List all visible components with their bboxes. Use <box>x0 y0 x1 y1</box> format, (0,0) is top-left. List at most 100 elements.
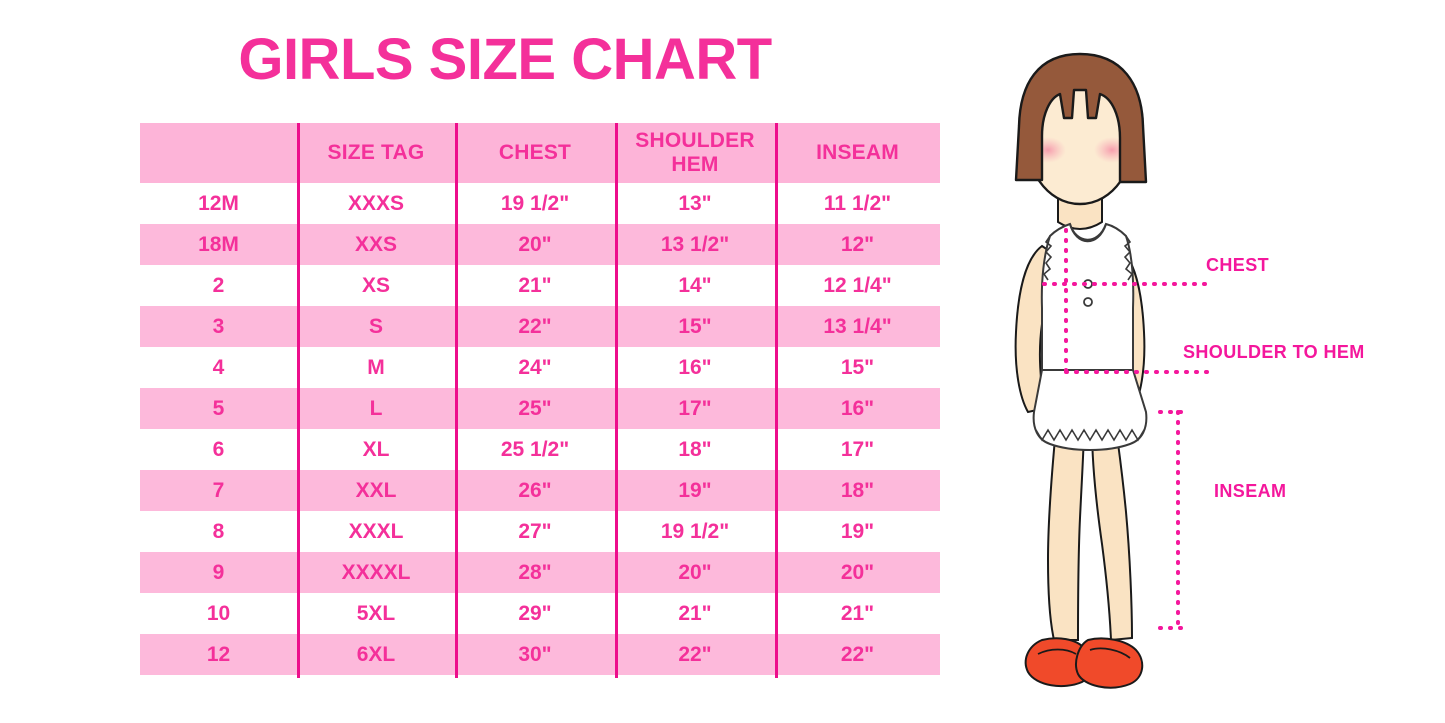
size-chart-table-wrapper: SIZE TAG CHEST SHOULDER HEM INSEAM 12M XX… <box>140 123 940 678</box>
left-shoe-strap <box>1037 648 1077 655</box>
table-cell: 20" <box>775 552 940 593</box>
column-header-chest: CHEST <box>455 123 615 183</box>
table-row: 12M XXXS 19 1/2" 13" 11 1/2" <box>140 183 940 224</box>
column-header-size <box>140 123 297 183</box>
table-cell: 21" <box>615 593 775 634</box>
ruffle-right-armhole <box>1123 235 1134 281</box>
table-row: 12 6XL 30" 22" 22" <box>140 634 940 675</box>
table-cell: XXXXL <box>297 552 455 593</box>
right-shoe <box>1075 637 1144 689</box>
table-cell: 18" <box>615 429 775 470</box>
table-cell: 12 1/4" <box>775 265 940 306</box>
table-row: 2 XS 21" 14" 12 1/4" <box>140 265 940 306</box>
table-cell: XXXL <box>297 511 455 552</box>
table-cell: 6XL <box>297 634 455 675</box>
table-cell: 13" <box>615 183 775 224</box>
table-row: 10 5XL 29" 21" 21" <box>140 593 940 634</box>
table-cell: 12M <box>140 183 297 224</box>
size-chart-table: SIZE TAG CHEST SHOULDER HEM INSEAM 12M XX… <box>140 123 940 675</box>
right-shoe-strap <box>1089 647 1131 659</box>
table-body: 12M XXXS 19 1/2" 13" 11 1/2" 18M XXS 20" 13 1/2"… <box>140 183 940 675</box>
table-cell: 24" <box>455 347 615 388</box>
table-header: SIZE TAG CHEST SHOULDER HEM INSEAM <box>140 123 940 183</box>
table-cell: 15" <box>615 306 775 347</box>
table-cell: 13 1/4" <box>775 306 940 347</box>
table-row: 8 XXXL 27" 19 1/2" 19" <box>140 511 940 552</box>
girl-figure-illustration <box>1014 52 1210 689</box>
table-cell: 17" <box>775 429 940 470</box>
table-cell: 18M <box>140 224 297 265</box>
table-cell: 2 <box>140 265 297 306</box>
table-cell: 16" <box>775 388 940 429</box>
table-cell: 5 <box>140 388 297 429</box>
table-cell: XXXS <box>297 183 455 224</box>
table-cell: L <box>297 388 455 429</box>
table-row: 5 L 25" 17" 16" <box>140 388 940 429</box>
table-cell: 7 <box>140 470 297 511</box>
table-cell: M <box>297 347 455 388</box>
table-cell: 4 <box>140 347 297 388</box>
table-cell: 6 <box>140 429 297 470</box>
table-cell: S <box>297 306 455 347</box>
table-cell: 19 1/2" <box>455 183 615 224</box>
table-cell: 20" <box>615 552 775 593</box>
table-cell: XXS <box>297 224 455 265</box>
ruffle-left-armhole <box>1042 235 1053 281</box>
table-cell: 11 1/2" <box>775 183 940 224</box>
table-cell: 27" <box>455 511 615 552</box>
table-cell: XS <box>297 265 455 306</box>
table-cell: 9 <box>140 552 297 593</box>
table-cell: 12" <box>775 224 940 265</box>
column-header-inseam: INSEAM <box>775 123 940 183</box>
column-divider-1 <box>297 123 300 678</box>
table-cell: 21" <box>455 265 615 306</box>
table-header-row: SIZE TAG CHEST SHOULDER HEM INSEAM <box>140 123 940 183</box>
chest-label: CHEST <box>1206 255 1270 275</box>
column-header-shoulder-hem: SHOULDER HEM <box>615 123 775 183</box>
table-row: 6 XL 25 1/2" 18" 17" <box>140 429 940 470</box>
column-header-size-tag: SIZE TAG <box>297 123 455 183</box>
column-divider-4 <box>775 123 778 678</box>
table-cell: 10 <box>140 593 297 634</box>
table-cell: 22" <box>775 634 940 675</box>
table-row: 4 M 24" 16" 15" <box>140 347 940 388</box>
inseam-label: INSEAM <box>1214 481 1287 501</box>
table-cell: 12 <box>140 634 297 675</box>
table-cell: 21" <box>775 593 940 634</box>
page-title: GIRLS SIZE CHART <box>238 27 772 92</box>
table-cell: 13 1/2" <box>615 224 775 265</box>
left-leg <box>1046 427 1086 641</box>
table-cell: 19" <box>775 511 940 552</box>
table-cell: 16" <box>615 347 775 388</box>
shoulder-to-hem-label: SHOULDER TO HEM <box>1183 342 1365 362</box>
table-cell: 20" <box>455 224 615 265</box>
table-cell: 17" <box>615 388 775 429</box>
table-row: 18M XXS 20" 13 1/2" 12" <box>140 224 940 265</box>
column-divider-3 <box>615 123 618 678</box>
table-cell: 30" <box>455 634 615 675</box>
right-leg <box>1090 427 1134 642</box>
table-cell: XL <box>297 429 455 470</box>
skirt-ruffle-hem <box>1035 428 1145 442</box>
table-row: 3 S 22" 15" 13 1/4" <box>140 306 940 347</box>
table-cell: 26" <box>455 470 615 511</box>
table-row: 9 XXXXL 28" 20" 20" <box>140 552 940 593</box>
table-cell: 3 <box>140 306 297 347</box>
table-cell: XXL <box>297 470 455 511</box>
table-cell: 14" <box>615 265 775 306</box>
table-cell: 25" <box>455 388 615 429</box>
neck-shape <box>1057 197 1103 230</box>
table-cell: 19 1/2" <box>615 511 775 552</box>
table-cell: 19" <box>615 470 775 511</box>
top-bodice <box>1040 222 1135 371</box>
table-cell: 28" <box>455 552 615 593</box>
table-cell: 22" <box>455 306 615 347</box>
left-shoe <box>1024 637 1091 688</box>
table-cell: 15" <box>775 347 940 388</box>
table-cell: 22" <box>615 634 775 675</box>
table-cell: 29" <box>455 593 615 634</box>
hair-shape <box>1014 52 1148 184</box>
table-cell: 18" <box>775 470 940 511</box>
button-bottom <box>1083 297 1093 307</box>
